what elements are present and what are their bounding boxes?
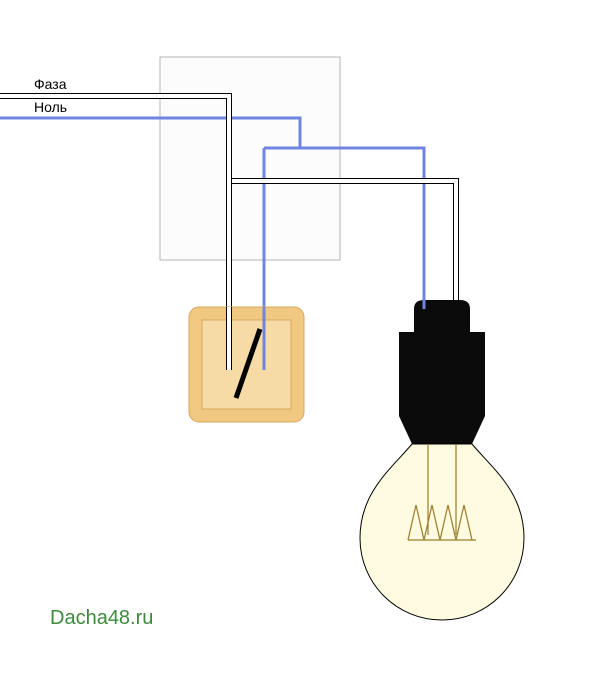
watermark-text: Dacha48.ru: [50, 607, 153, 630]
lamp-socket: [399, 300, 485, 444]
junction-box: [160, 57, 340, 260]
label-phase: Фаза: [34, 76, 66, 92]
light-bulb: [360, 444, 524, 620]
label-neutral: Ноль: [34, 99, 67, 115]
wiring-diagram: [0, 0, 600, 676]
